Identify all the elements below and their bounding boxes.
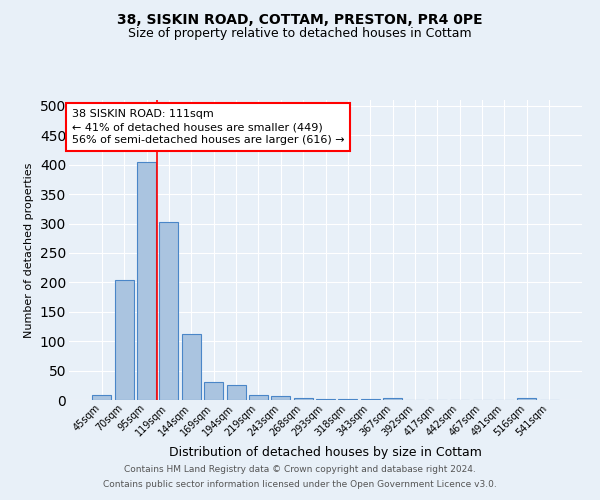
Text: 38, SISKIN ROAD, COTTAM, PRESTON, PR4 0PE: 38, SISKIN ROAD, COTTAM, PRESTON, PR4 0P…	[117, 12, 483, 26]
Bar	[92, 396, 112, 400]
Bar	[249, 396, 268, 400]
Bar	[517, 398, 536, 400]
Bar	[383, 398, 402, 400]
Bar	[338, 399, 358, 400]
Text: Contains public sector information licensed under the Open Government Licence v3: Contains public sector information licen…	[103, 480, 497, 489]
Text: 38 SISKIN ROAD: 111sqm
← 41% of detached houses are smaller (449)
56% of semi-de: 38 SISKIN ROAD: 111sqm ← 41% of detached…	[71, 109, 344, 146]
Bar	[271, 396, 290, 400]
Bar	[160, 222, 178, 400]
Bar	[316, 399, 335, 400]
X-axis label: Distribution of detached houses by size in Cottam: Distribution of detached houses by size …	[169, 446, 482, 459]
Bar	[115, 280, 134, 400]
Bar	[137, 162, 156, 400]
Text: Size of property relative to detached houses in Cottam: Size of property relative to detached ho…	[128, 28, 472, 40]
Bar	[361, 399, 380, 400]
Bar	[227, 384, 245, 400]
Bar	[293, 398, 313, 400]
Bar	[204, 382, 223, 400]
Bar	[182, 334, 201, 400]
Y-axis label: Number of detached properties: Number of detached properties	[24, 162, 34, 338]
Text: Contains HM Land Registry data © Crown copyright and database right 2024.: Contains HM Land Registry data © Crown c…	[124, 465, 476, 474]
